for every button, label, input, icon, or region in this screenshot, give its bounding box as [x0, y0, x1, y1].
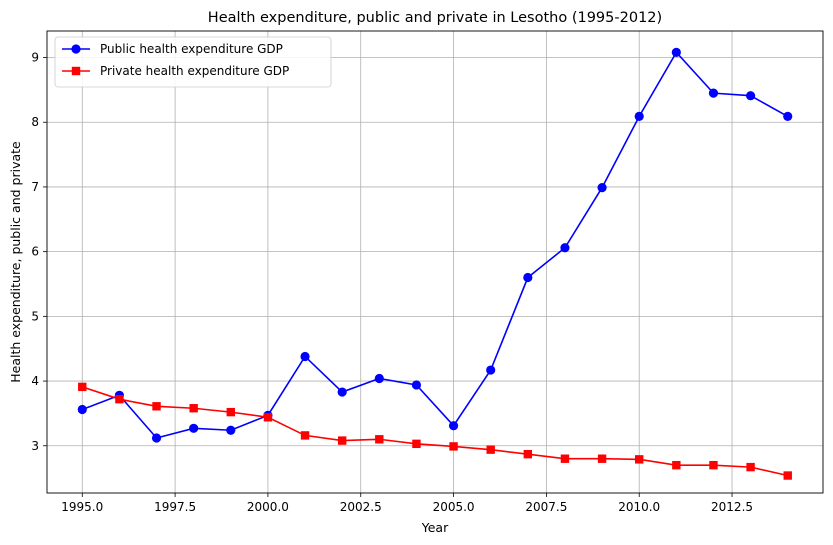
legend-entry: Public health expenditure GDP — [62, 42, 283, 56]
y-tick-label: 4 — [31, 374, 39, 388]
data-point — [672, 460, 681, 470]
x-tick-label: 2005.0 — [433, 500, 475, 514]
x-tick-label: 1997.5 — [154, 500, 196, 514]
data-point — [189, 423, 199, 433]
data-point — [226, 425, 236, 435]
series-0 — [77, 47, 793, 443]
data-point — [708, 88, 719, 98]
x-tick-label: 2012.5 — [711, 500, 753, 514]
x-tick-label: 2000.0 — [247, 500, 289, 514]
x-tick-label: 2007.5 — [525, 500, 567, 514]
x-tick-label: 1995.0 — [61, 500, 103, 514]
data-point — [449, 442, 458, 451]
data-point — [77, 404, 87, 415]
legend: Public health expenditure GDP Private hea… — [54, 36, 332, 88]
legend-marker — [71, 44, 81, 54]
data-point — [709, 460, 718, 470]
y-tick-label: 7 — [31, 180, 39, 194]
data-point — [78, 382, 87, 392]
data-point — [300, 431, 310, 440]
data-point — [448, 421, 459, 431]
series-1 — [78, 382, 792, 480]
data-point — [634, 111, 644, 122]
data-point — [151, 433, 162, 443]
data-point — [412, 439, 421, 449]
data-point — [189, 404, 198, 413]
legend-label: Private health expenditure GDP — [100, 64, 289, 78]
axis-ticks: 1995.0 1997.5 2000.0 2002.5 2005.0 2007.5 2010… — [31, 51, 753, 514]
data-point — [523, 272, 533, 283]
legend-entry: Private health expenditure GDP — [62, 64, 289, 78]
series-layer — [77, 47, 793, 480]
data-point — [226, 407, 235, 417]
y-tick-label: 6 — [31, 245, 39, 259]
data-point — [375, 435, 384, 444]
x-tick-label: 2002.5 — [340, 500, 382, 514]
y-axis-label: Health expenditure, public and private — [8, 141, 23, 383]
data-point — [486, 365, 496, 375]
data-point — [337, 387, 347, 397]
data-point — [486, 445, 495, 454]
data-point — [152, 402, 161, 411]
data-point — [671, 47, 681, 57]
data-point — [783, 111, 793, 122]
legend-label: Public health expenditure GDP — [100, 42, 283, 56]
data-point — [411, 380, 422, 390]
data-point — [783, 471, 792, 480]
data-point — [115, 394, 124, 404]
series-line — [81, 51, 789, 439]
y-tick-label: 3 — [31, 439, 39, 453]
data-point — [263, 413, 273, 422]
grid-lines — [47, 31, 823, 493]
x-axis-label: Year — [421, 520, 449, 535]
data-point — [523, 449, 533, 459]
data-point — [337, 436, 347, 445]
data-point — [597, 182, 607, 193]
data-point — [374, 373, 384, 384]
x-tick-label: 2010.0 — [618, 500, 660, 514]
data-point — [745, 91, 756, 101]
data-point — [300, 351, 310, 362]
chart-title: Health expenditure, public and private i… — [208, 10, 662, 26]
series-line — [82, 386, 788, 477]
data-point — [560, 454, 570, 463]
legend-marker — [71, 66, 81, 76]
y-tick-label: 9 — [31, 51, 39, 65]
legend-box — [54, 36, 332, 88]
y-tick-label: 8 — [31, 115, 39, 129]
plot-frame — [46, 30, 824, 494]
data-point — [746, 462, 755, 472]
data-point — [635, 455, 644, 464]
data-point — [597, 454, 607, 463]
data-point — [560, 243, 570, 253]
y-tick-label: 5 — [31, 309, 39, 323]
